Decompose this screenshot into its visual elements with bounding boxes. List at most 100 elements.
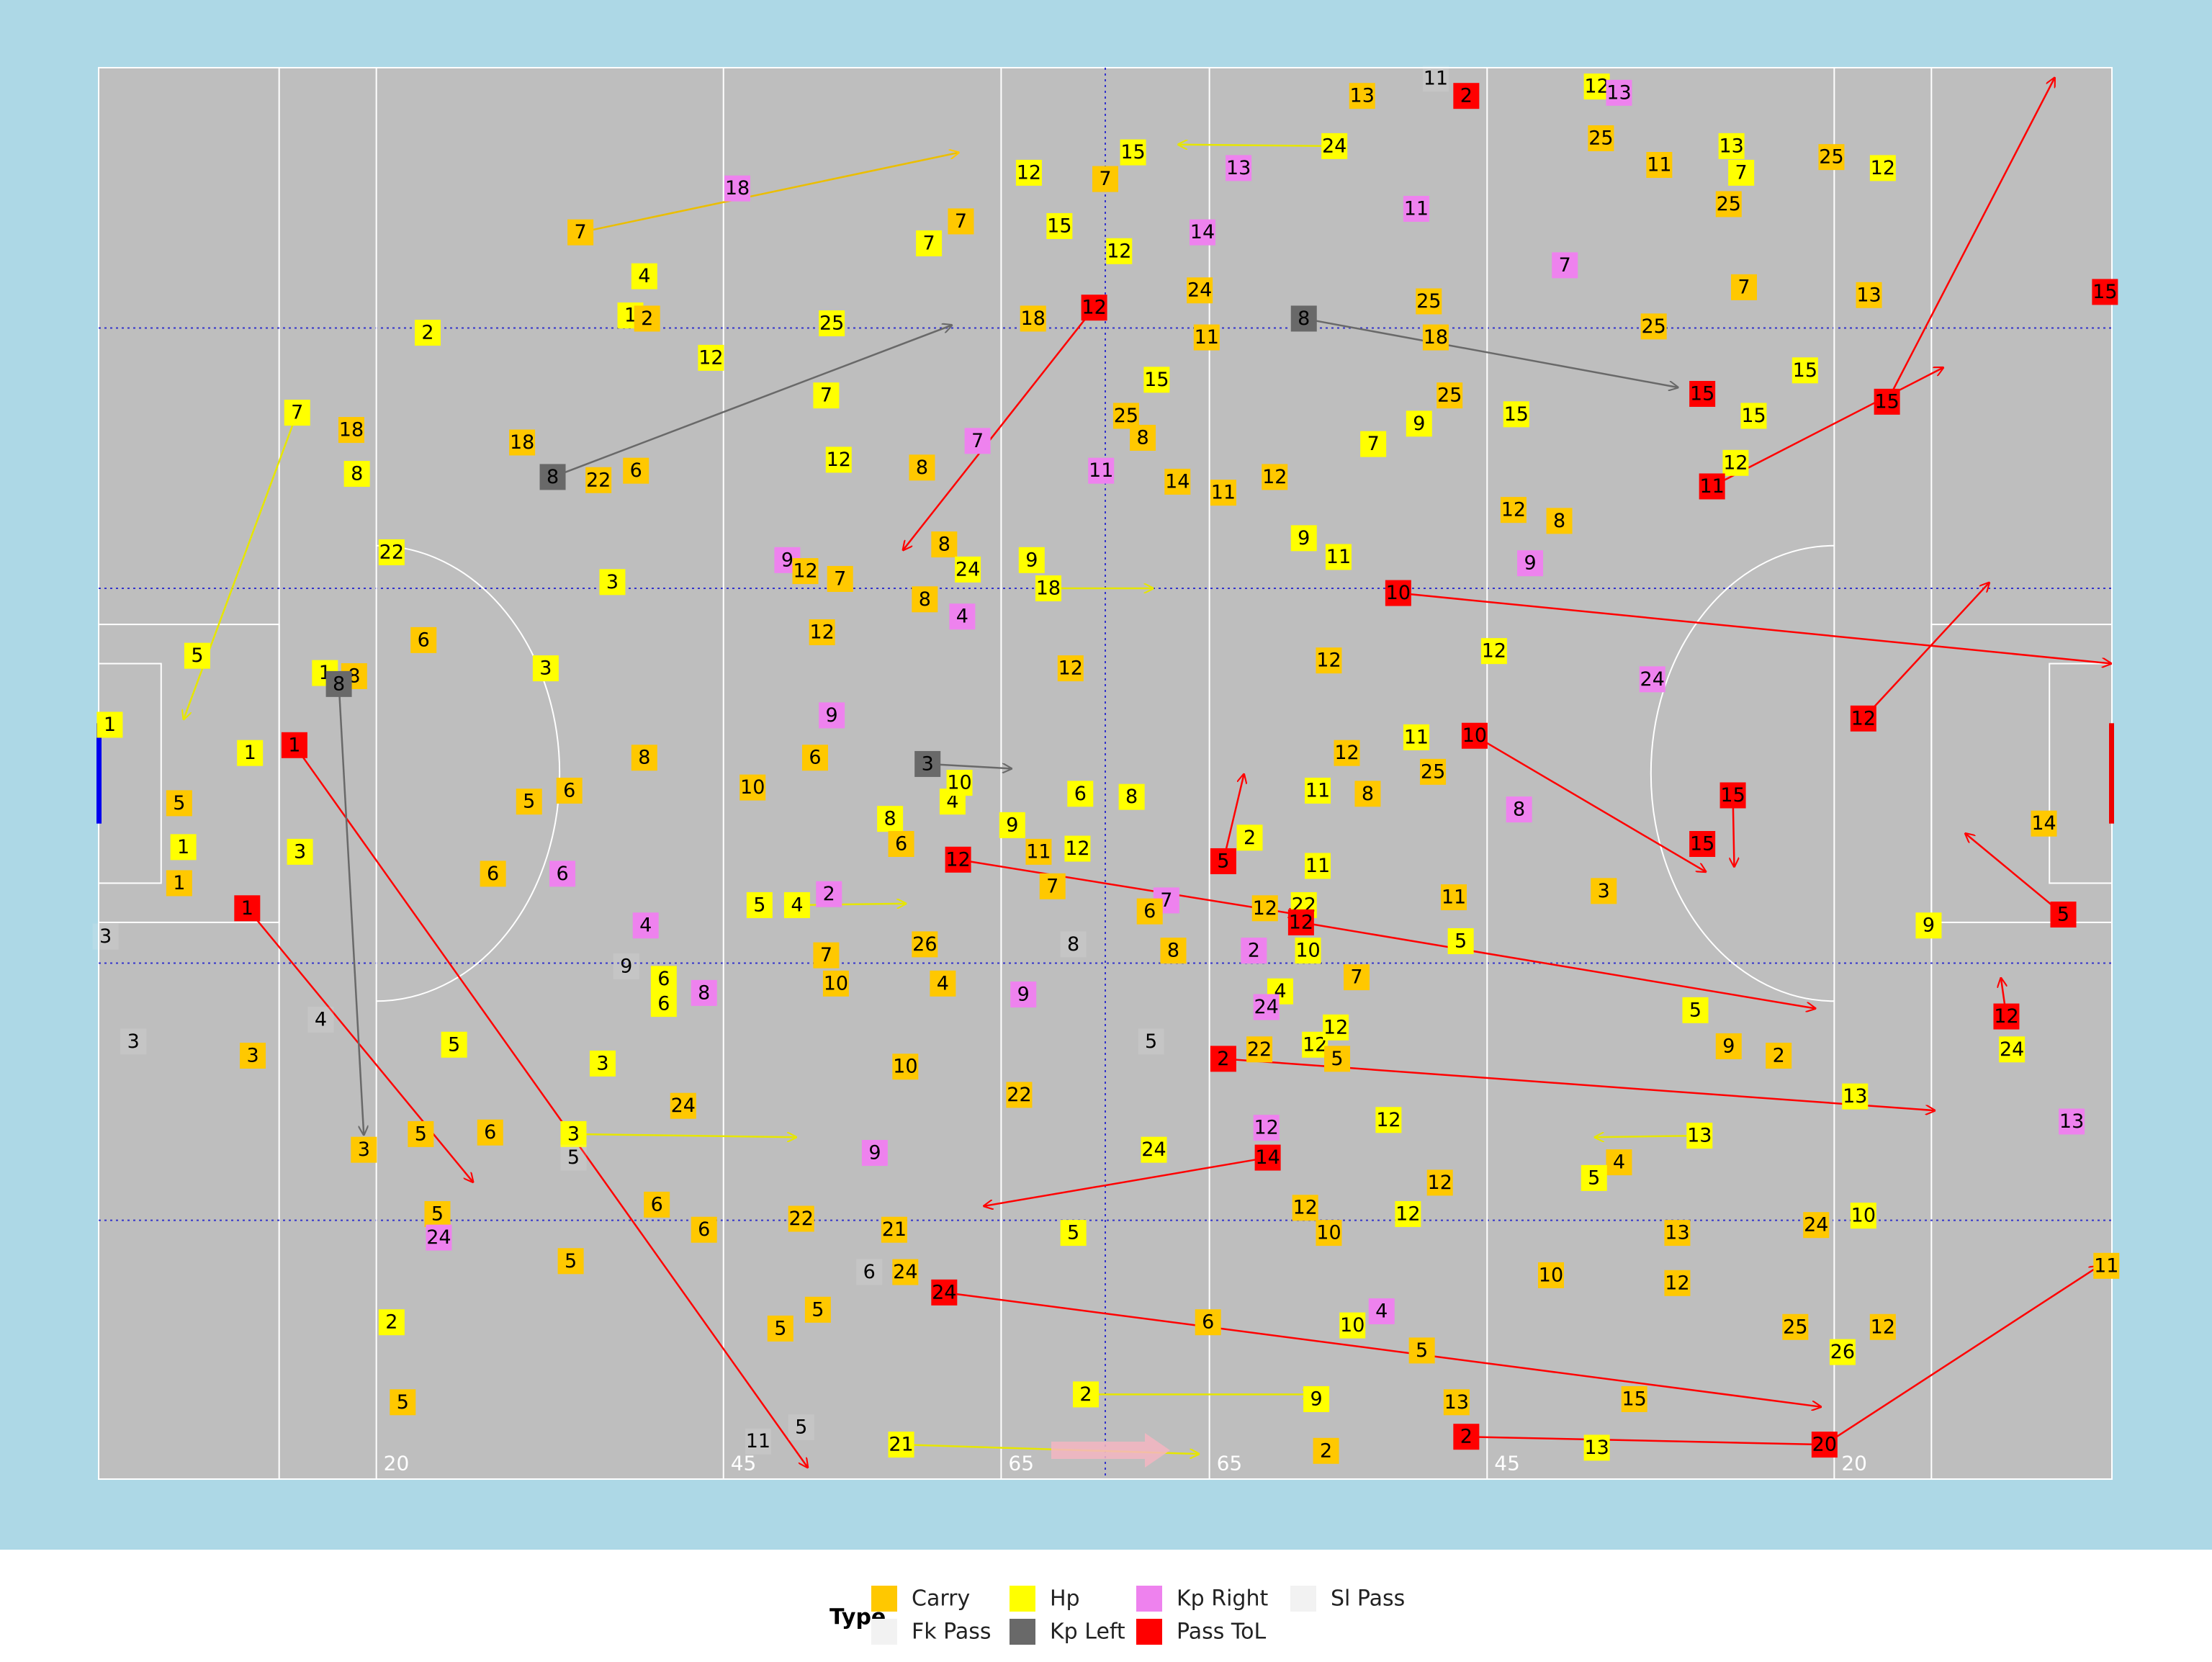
event-marker xyxy=(1349,83,1375,109)
event-marker xyxy=(861,1140,888,1167)
event-label: 12 xyxy=(1723,452,1748,474)
event-marker xyxy=(1316,1220,1342,1246)
event-label: 10 xyxy=(1316,1222,1341,1244)
event-marker xyxy=(408,1120,434,1147)
distance-label: 65 xyxy=(1217,1452,1243,1475)
event-label: 9 xyxy=(620,955,632,977)
event-marker xyxy=(1092,166,1118,192)
event-marker xyxy=(2031,810,2057,837)
event-marker xyxy=(1740,403,1767,429)
event-marker xyxy=(698,344,724,371)
event-marker xyxy=(1842,1083,1869,1110)
event-label: 25 xyxy=(819,312,844,334)
event-label: 6 xyxy=(895,833,907,855)
event-marker xyxy=(1164,468,1191,495)
event-marker xyxy=(415,320,441,346)
event-marker xyxy=(1118,783,1145,810)
event-marker xyxy=(560,1144,587,1171)
event-marker xyxy=(724,175,751,202)
event-marker xyxy=(284,400,310,426)
event-label: 8 xyxy=(351,463,363,485)
event-label: 3 xyxy=(358,1138,370,1161)
event-label: 7 xyxy=(575,221,587,243)
event-label: 12 xyxy=(945,848,970,871)
event-label: 18 xyxy=(1021,307,1046,330)
event-marker xyxy=(1073,1381,1100,1408)
event-marker xyxy=(166,870,192,897)
event-label: 6 xyxy=(563,779,575,801)
event-marker xyxy=(560,1120,587,1147)
event-label: 10 xyxy=(1340,1314,1364,1337)
event-marker xyxy=(1120,139,1146,166)
event-label: 13 xyxy=(1665,1222,1689,1244)
event-label: 1 xyxy=(177,836,189,858)
event-label: 3 xyxy=(99,925,112,948)
event-marker xyxy=(1403,196,1429,222)
event-arrow xyxy=(246,907,473,1182)
event-label: 12 xyxy=(1334,742,1359,764)
event-label: 11 xyxy=(1195,326,1219,349)
event-marker xyxy=(1368,1298,1395,1324)
event-marker xyxy=(1874,388,1900,415)
event-label: 12 xyxy=(1254,1117,1279,1139)
event-label: 13 xyxy=(2059,1110,2084,1133)
event-marker xyxy=(999,812,1025,838)
event-label: 12 xyxy=(1395,1203,1420,1225)
event-marker xyxy=(1292,1195,1318,1221)
event-marker xyxy=(1621,1385,1647,1412)
event-label: 10 xyxy=(1386,582,1411,604)
event-label: 6 xyxy=(484,1121,496,1144)
event-marker xyxy=(881,1216,907,1243)
event-label: 11 xyxy=(1305,779,1330,801)
event-label: 5 xyxy=(431,1203,444,1225)
event-marker xyxy=(237,740,264,766)
event-marker xyxy=(549,861,576,887)
event-label: 12 xyxy=(1376,1109,1401,1131)
event-marker xyxy=(1426,1169,1453,1196)
event-label: 22 xyxy=(789,1208,814,1230)
legend-label: Kp Left xyxy=(1050,1620,1125,1645)
event-marker xyxy=(931,1279,958,1306)
event-marker xyxy=(1138,1028,1164,1055)
event-marker xyxy=(1591,878,1617,904)
event-marker xyxy=(877,806,904,832)
event-marker xyxy=(1015,159,1042,186)
event-label: 21 xyxy=(882,1218,907,1241)
legend-label: Kp Right xyxy=(1177,1586,1268,1612)
event-marker xyxy=(1583,1434,1610,1461)
event-marker xyxy=(1408,1337,1435,1364)
event-label: 10 xyxy=(1462,724,1487,747)
event-label: 22 xyxy=(1247,1038,1272,1061)
event-label: 1 xyxy=(288,734,300,756)
event-label: 3 xyxy=(294,840,306,863)
event-label: 8 xyxy=(1553,510,1565,532)
event-label: 4 xyxy=(639,915,652,937)
event-label: 11 xyxy=(1211,482,1236,504)
event-label: 6 xyxy=(418,629,430,651)
event-arrow xyxy=(1474,735,1707,872)
event-marker xyxy=(589,1050,616,1077)
event-label: 15 xyxy=(1120,141,1145,163)
event-label: 12 xyxy=(1851,707,1876,729)
event-label: 12 xyxy=(1253,897,1277,920)
event-marker xyxy=(1420,758,1447,785)
event-label: 15 xyxy=(1622,1388,1646,1410)
event-marker xyxy=(1993,1003,2020,1030)
event-arrow xyxy=(1712,366,1944,488)
event-label: 7 xyxy=(971,430,984,452)
event-marker xyxy=(1039,873,1066,899)
event-marker xyxy=(1766,1043,1792,1069)
event-marker xyxy=(1334,740,1360,766)
legend-label: Fk Pass xyxy=(912,1620,992,1645)
event-label: 15 xyxy=(1144,369,1169,391)
distance-label: 45 xyxy=(1494,1452,1520,1475)
distance-label: 20 xyxy=(1841,1452,1867,1475)
event-label: 14 xyxy=(1190,221,1215,243)
event-marker xyxy=(343,461,370,488)
event-marker xyxy=(1856,282,1882,308)
event-label: 4 xyxy=(638,265,650,287)
event-label: 5 xyxy=(1455,930,1467,953)
event-marker xyxy=(1106,238,1133,264)
event-label: 13 xyxy=(1606,81,1631,104)
